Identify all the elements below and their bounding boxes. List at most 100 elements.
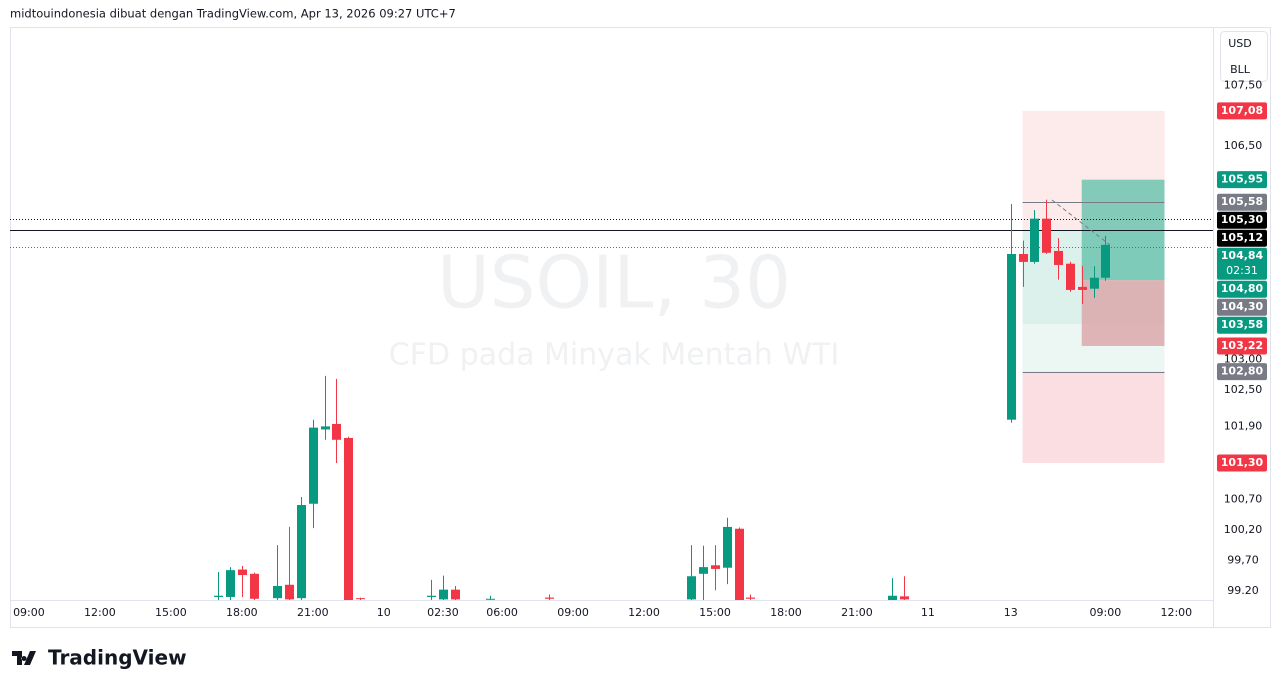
price-badge-label: 104,80: [1221, 282, 1264, 295]
price-badge: [1217, 247, 1267, 280]
x-tick-label: 12:00: [1160, 606, 1192, 619]
candle-body: [1066, 263, 1075, 290]
candle-body: [439, 589, 448, 600]
x-tick-label: 11: [921, 606, 935, 619]
y-tick-label: 100,70: [1224, 492, 1263, 505]
price-badge-label: 104,30: [1221, 300, 1264, 313]
x-tick-label: 18:00: [226, 606, 258, 619]
candle-body: [321, 426, 330, 430]
x-tick-label: 21:00: [297, 606, 329, 619]
header: midtouindonesia dibuat dengan TradingVie…: [10, 7, 456, 21]
candle-body: [273, 585, 282, 599]
unit[interactable]: BLL: [1230, 63, 1251, 76]
y-tick-label: 107,50: [1224, 78, 1263, 91]
watermark-symbol: USOIL, 30: [437, 241, 791, 325]
candle-body: [1054, 250, 1063, 265]
currency-box[interactable]: [1220, 31, 1268, 82]
x-tick-label: 06:00: [486, 606, 518, 619]
position-zone: [1081, 280, 1165, 346]
price-badge: [1217, 102, 1267, 120]
price-badge-label: 105,58: [1221, 195, 1263, 208]
price-badge: [1217, 454, 1267, 472]
projection: [1051, 199, 1111, 246]
price-badge: [1217, 171, 1267, 189]
candle-body: [1101, 244, 1110, 278]
candle-body: [332, 423, 341, 440]
price-badge-label: 105,95: [1221, 173, 1263, 186]
x-tick-label: 21:00: [841, 606, 873, 619]
price-badge-label: 103,22: [1221, 339, 1263, 352]
logo: TradingView: [12, 646, 187, 670]
price-badge: [1217, 211, 1267, 229]
currency[interactable]: USD: [1228, 37, 1252, 50]
price-badge: [1217, 193, 1267, 211]
y-tick-label: 102,50: [1224, 383, 1263, 396]
price-badge-label: 107,08: [1221, 104, 1263, 117]
y-tick-label: 99,70: [1227, 553, 1259, 566]
countdown: 02:31: [1226, 264, 1258, 277]
position-zone: [1022, 371, 1165, 463]
candle-body: [1007, 253, 1016, 420]
y-tick-label: 101,90: [1224, 419, 1263, 432]
price-badge: [1217, 337, 1267, 355]
x-tick-label: 02:30: [427, 606, 459, 619]
y-tick-label: 99.20: [1227, 584, 1259, 597]
x-tick-label: 12:00: [628, 606, 660, 619]
frame: [10, 27, 1271, 628]
candle-body: [888, 595, 897, 600]
candle-body: [687, 576, 696, 600]
x-tick-label: 09:00: [557, 606, 589, 619]
y-tick-label: 103,00: [1224, 352, 1263, 365]
candle-body: [1090, 277, 1099, 289]
candle-body: [1019, 253, 1028, 262]
candle-body: [1042, 218, 1051, 253]
candle-body: [451, 589, 460, 600]
price-badge-label: 101,30: [1221, 456, 1264, 469]
x-tick-label: 09:00: [1090, 606, 1122, 619]
price-badge-label: 105,12: [1221, 231, 1263, 244]
candle-body: [250, 573, 259, 599]
y-tick-label: 100,20: [1224, 523, 1263, 536]
candle-body: [746, 597, 755, 599]
x-tick-label: 15:00: [155, 606, 187, 619]
x-tick-label: 12:00: [84, 606, 116, 619]
candle-body: [285, 584, 294, 600]
candle-body: [1078, 286, 1087, 290]
candle-body: [297, 504, 306, 599]
candle-body: [900, 596, 909, 600]
candle-body: [486, 598, 495, 600]
candle-body: [214, 595, 223, 597]
candle-body: [427, 595, 436, 597]
logo-text: TradingView: [48, 646, 187, 670]
candle-body: [699, 567, 708, 574]
price-badge-label: 102,80: [1221, 365, 1264, 378]
candle-body: [226, 570, 235, 597]
x-tick-label: 15:00: [699, 606, 731, 619]
candle-body: [735, 528, 744, 600]
price-badge-label: 103,58: [1221, 318, 1263, 331]
x-tick-label: 10: [377, 606, 391, 619]
x-tick-label: 18:00: [770, 606, 802, 619]
watermark-description: CFD pada Minyak Mentah WTI: [389, 338, 839, 373]
candle-body: [545, 597, 554, 599]
price-badge: [1217, 298, 1267, 316]
price-badge: [1217, 280, 1267, 298]
candle-body: [1030, 218, 1039, 262]
candle-body: [238, 569, 247, 576]
candle-body: [309, 427, 318, 504]
candle-body: [356, 598, 365, 600]
price-badge-label: 105,30: [1221, 213, 1264, 226]
y-tick-label: 106,50: [1224, 139, 1263, 152]
position-zone: [1081, 179, 1165, 281]
price-badge: [1217, 316, 1267, 334]
candle-body: [711, 565, 720, 569]
candle-body: [344, 437, 353, 600]
plot-area: USOIL, 30 CFD pada Minyak Mentah WTI: [10, 110, 1213, 600]
price-badge: [1217, 229, 1267, 247]
x-tick-label: 13: [1004, 606, 1018, 619]
price-badge: [1217, 363, 1267, 381]
x-tick-label: 09:00: [13, 606, 45, 619]
candle-body: [723, 526, 732, 568]
price-badge-label: 104,84: [1221, 249, 1264, 262]
